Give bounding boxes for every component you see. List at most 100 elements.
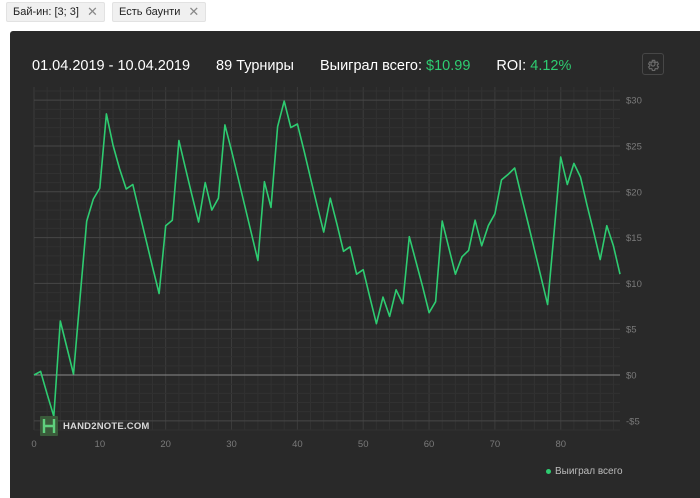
data-point <box>369 296 371 298</box>
data-point <box>145 239 147 241</box>
watermark-text: HAND2NOTE.COM <box>63 420 150 432</box>
data-point <box>329 197 331 199</box>
roi: ROI: 4.12% <box>496 58 571 74</box>
data-point <box>593 231 595 233</box>
h2n-logo-icon <box>40 416 58 436</box>
data-point <box>277 126 279 128</box>
data-point <box>606 225 608 227</box>
x-tick-label: 0 <box>31 439 36 450</box>
data-point <box>540 276 542 278</box>
filter-chip-label: Бай-ин: [3; 3] <box>13 6 79 18</box>
data-point <box>198 221 200 223</box>
data-point <box>59 320 61 322</box>
close-icon[interactable]: ✕ <box>188 4 200 19</box>
data-point <box>33 374 35 376</box>
x-tick-label: 30 <box>226 439 237 450</box>
data-point <box>494 213 496 215</box>
data-point <box>125 188 127 190</box>
data-point <box>66 347 68 349</box>
data-point <box>474 219 476 221</box>
data-point <box>402 303 404 305</box>
tournament-count: 89 Турниры <box>216 58 294 74</box>
data-point <box>349 246 351 248</box>
data-point <box>264 181 266 183</box>
data-point <box>461 256 463 258</box>
data-point <box>514 167 516 169</box>
data-point <box>448 247 450 249</box>
data-point <box>468 250 470 252</box>
data-point <box>185 167 187 169</box>
filter-bar: Бай-ин: [3; 3] ✕ Есть баунти ✕ <box>0 0 700 30</box>
data-point <box>119 168 121 170</box>
data-point <box>599 259 601 261</box>
data-point <box>389 315 391 317</box>
filter-chip-buyin[interactable]: Бай-ин: [3; 3] ✕ <box>6 2 105 22</box>
data-point <box>191 195 193 197</box>
data-point <box>323 231 325 233</box>
x-tick-label: 10 <box>95 439 106 450</box>
x-tick-label: 80 <box>555 439 566 450</box>
data-point <box>250 232 252 234</box>
line-chart: $30 $25 $20 $15 $10 $5 $0 -$5 0 10 20 30 40 50 60 70 80 <box>31 87 642 450</box>
data-point <box>244 205 246 207</box>
data-point <box>375 323 377 325</box>
data-point <box>99 187 101 189</box>
data-point <box>415 261 417 263</box>
data-point <box>106 113 108 115</box>
data-point <box>619 273 621 275</box>
y-tick-label: -$5 <box>626 416 640 427</box>
data-point <box>422 285 424 287</box>
legend-label: Выиграл всего <box>555 466 623 477</box>
data-point <box>165 225 167 227</box>
roi-value: 4.12% <box>530 58 572 74</box>
data-point <box>204 182 206 184</box>
data-point <box>534 249 536 251</box>
chart-legend[interactable]: Выиграл всего <box>546 466 623 477</box>
y-tick-label: $5 <box>626 325 637 336</box>
data-point <box>343 250 345 252</box>
total-won-value: $10.99 <box>426 58 471 74</box>
data-point <box>586 205 588 207</box>
data-point <box>40 370 42 372</box>
data-point <box>501 179 503 181</box>
y-tick-label: $20 <box>626 187 642 198</box>
close-icon[interactable]: ✕ <box>86 4 98 19</box>
data-point <box>73 373 75 375</box>
y-tick-label: $30 <box>626 96 642 107</box>
data-point <box>270 206 272 208</box>
filter-chip-label: Есть баунти <box>119 6 181 18</box>
y-tick-label: $10 <box>626 279 642 290</box>
data-point <box>580 176 582 178</box>
data-point <box>395 289 397 291</box>
data-point <box>303 150 305 152</box>
data-point <box>79 296 81 298</box>
settings-button[interactable] <box>642 53 664 75</box>
total-won: Выиграл всего: $10.99 <box>320 58 470 74</box>
data-point <box>613 245 615 247</box>
data-point <box>310 177 312 179</box>
data-point <box>132 184 134 186</box>
data-point <box>290 127 292 129</box>
summary-header: 01.04.2019 - 10.04.2019 89 Турниры Выигр… <box>32 58 597 74</box>
data-point <box>217 197 219 199</box>
date-range: 01.04.2019 - 10.04.2019 <box>32 58 191 74</box>
series-line <box>33 100 621 418</box>
y-tick-label: $0 <box>626 371 637 382</box>
data-point <box>553 230 555 232</box>
data-point <box>86 220 88 222</box>
data-point <box>454 273 456 275</box>
data-point <box>507 173 509 175</box>
data-point <box>520 195 522 197</box>
filter-chip-bounty[interactable]: Есть баунти ✕ <box>112 2 207 22</box>
data-point <box>296 123 298 125</box>
data-point <box>152 266 154 268</box>
data-point <box>566 184 568 186</box>
data-point <box>487 225 489 227</box>
data-point <box>316 205 318 207</box>
data-point <box>178 140 180 142</box>
roi-label: ROI: <box>496 58 527 74</box>
y-tick-label: $25 <box>626 141 642 152</box>
legend-marker <box>546 469 551 474</box>
data-point <box>283 100 285 102</box>
x-tick-label: 20 <box>160 439 171 450</box>
